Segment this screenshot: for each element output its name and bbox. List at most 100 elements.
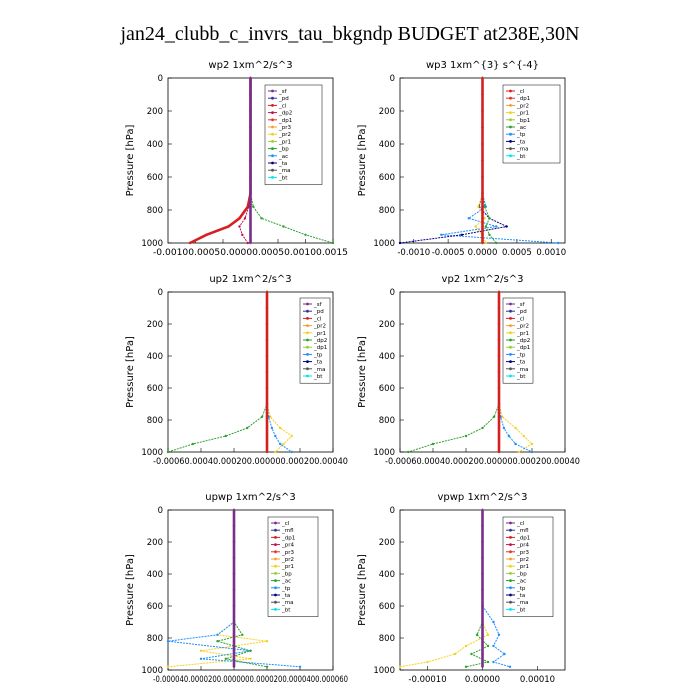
legend-entry: _pr1: [313, 331, 326, 337]
chart-panel: up2 1xm^2/s^3 Pressure [hPa] 0 200 400 600 800…: [125, 274, 348, 467]
series-point: [216, 633, 219, 636]
series-point: [269, 415, 272, 418]
series-point: [232, 572, 236, 576]
legend-entry: _pd: [278, 96, 289, 102]
series-point: [467, 217, 470, 220]
series-point: [481, 109, 484, 113]
legend-entry: _bp1: [516, 118, 530, 124]
series-point: [497, 442, 501, 446]
y-tick-label: 200: [147, 107, 163, 117]
chart-panel: wp3 1xm^{3} s^{-4} Pressure [hPa] 0 200 400 6…: [357, 60, 566, 258]
series-point: [522, 434, 525, 438]
legend-marker: [509, 324, 512, 327]
series-point: [514, 442, 517, 446]
series-point: [481, 175, 484, 179]
legend-entry: _pd: [516, 309, 527, 315]
legend-marker: [509, 353, 512, 356]
y-axis-label: Pressure [hPa]: [125, 336, 136, 408]
y-tick-label: 0: [158, 506, 163, 516]
legend-marker: [271, 140, 274, 143]
series-point: [530, 442, 534, 446]
series-point: [398, 665, 402, 668]
y-axis-label: Pressure [hPa]: [357, 336, 368, 408]
series-point: [481, 225, 484, 228]
series-point: [241, 233, 244, 236]
series-point: [481, 233, 484, 236]
legend-marker: [509, 302, 512, 306]
legend-entry: _ma: [516, 367, 528, 373]
series-point: [205, 233, 208, 236]
legend-marker: [306, 345, 309, 349]
series-point: [488, 233, 491, 236]
legend-entry: _pr4: [281, 543, 295, 549]
legend-entry: _bt: [313, 374, 323, 380]
series-point: [246, 426, 249, 430]
series-point: [495, 225, 498, 228]
series-point: [497, 450, 501, 454]
legend-entry: _ta: [516, 139, 525, 145]
series-point: [503, 652, 506, 656]
series-point: [238, 217, 241, 220]
series-point: [514, 426, 517, 430]
y-tick-label: 1000: [373, 239, 395, 249]
series-point: [188, 241, 192, 245]
x-tick-label: -0.00010: [408, 675, 446, 685]
legend-entry: _pd: [313, 309, 324, 315]
legend-entry: _dp1: [281, 535, 295, 541]
chart-panel: vpwp 1xm^2/s^3 Pressure [hPa] 0 200 400 600 80…: [357, 492, 566, 685]
series-point: [497, 354, 501, 358]
series-point: [481, 205, 484, 208]
legend-marker: [509, 536, 512, 539]
legend-marker: [271, 104, 274, 107]
legend-marker: [509, 367, 512, 371]
legend-entry: _ta: [313, 360, 322, 366]
series-point: [492, 660, 495, 664]
x-tick-label: 0.00010: [520, 675, 555, 685]
series-point: [481, 76, 484, 80]
legend-entry: _pr1: [516, 564, 529, 570]
series-point: [191, 442, 194, 446]
series-point: [249, 93, 252, 96]
series-point: [232, 588, 236, 592]
series-point: [232, 540, 236, 544]
series-point: [279, 442, 282, 446]
series-point: [481, 620, 484, 624]
x-tick-label: 0.0005: [502, 248, 532, 258]
series-point: [497, 633, 501, 636]
legend-marker: [509, 338, 512, 342]
series-point: [497, 386, 501, 390]
legend-marker: [271, 111, 274, 114]
series-point: [243, 217, 247, 220]
series-point: [481, 524, 484, 528]
series-point: [265, 338, 269, 342]
series-point: [497, 306, 501, 310]
legend-marker: [271, 168, 274, 172]
series-point: [246, 241, 249, 245]
legend-marker: [509, 331, 512, 335]
legend-entry: _ta: [278, 161, 287, 167]
panel-title: up2 1xm^2/s^3: [209, 274, 291, 285]
y-tick-label: 200: [379, 320, 395, 330]
legend-marker: [509, 317, 512, 320]
legend-entry: _dp1: [516, 535, 530, 541]
panel-title: wp2 1xm^2/s^3: [208, 60, 292, 71]
y-tick-label: 1000: [373, 448, 395, 458]
y-tick-label: 800: [147, 416, 163, 426]
series-point: [224, 434, 227, 438]
series-point: [265, 322, 269, 326]
series-point: [517, 450, 520, 454]
y-tick-label: 400: [379, 140, 395, 150]
series-point: [492, 644, 495, 648]
series-point: [477, 205, 480, 208]
legend-entry: _pr2: [516, 103, 529, 109]
series-point: [166, 665, 170, 668]
series-point: [265, 442, 269, 446]
legend-entry: _dp2: [278, 111, 292, 117]
series-point: [265, 306, 269, 310]
y-tick-label: 600: [379, 173, 395, 183]
legend-marker: [306, 331, 309, 335]
legend-marker: [271, 89, 274, 93]
series-point: [481, 572, 484, 576]
legend-marker: [274, 572, 277, 575]
